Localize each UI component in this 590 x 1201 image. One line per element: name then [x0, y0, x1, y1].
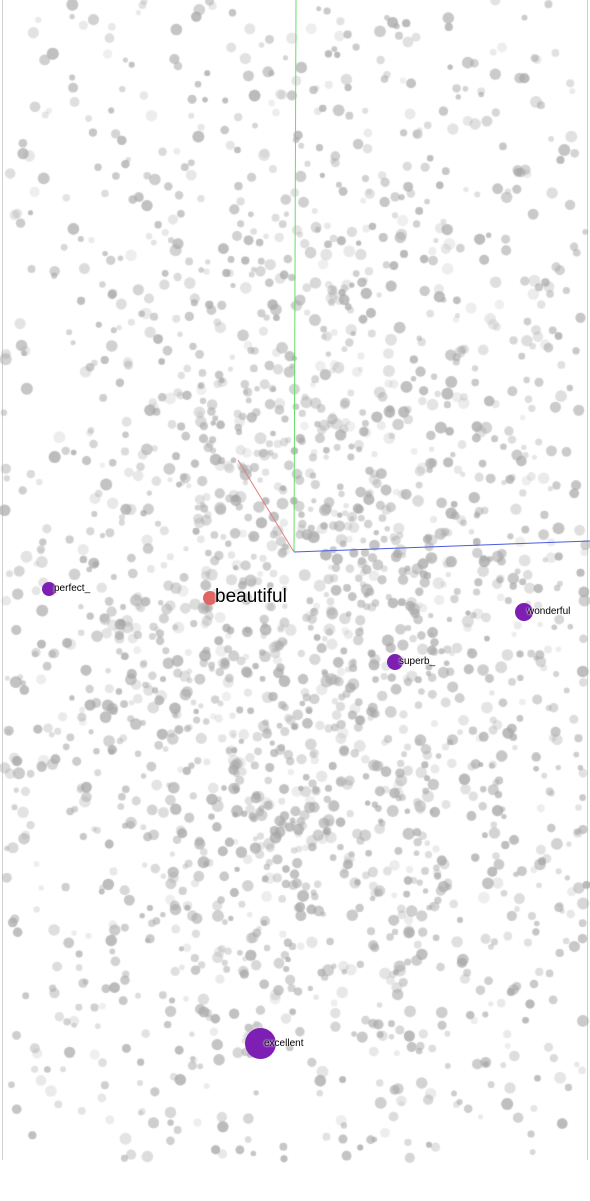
neighbor-point-perfect[interactable] — [42, 582, 56, 596]
neighbor-point-excellent[interactable] — [245, 1028, 276, 1059]
neighbor-label-perfect: perfect_ — [54, 583, 91, 594]
selected-point[interactable] — [203, 591, 217, 605]
neighbor-point-superb[interactable] — [387, 654, 403, 670]
selected-point-label: beautiful — [215, 586, 287, 607]
neighbor-label-superb: superb_ — [399, 656, 436, 667]
neighbor-label-excellent: excellent — [264, 1038, 304, 1049]
neighbor-label-wonderful: wonderful — [527, 606, 571, 617]
neighbor-point-wonderful[interactable] — [515, 603, 533, 621]
